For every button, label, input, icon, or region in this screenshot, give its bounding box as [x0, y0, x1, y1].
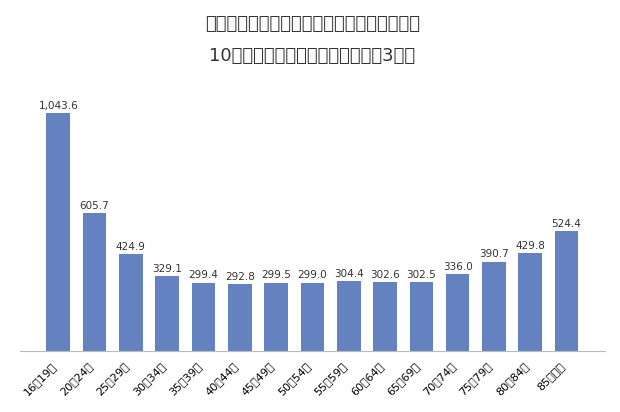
Text: 299.0: 299.0 — [298, 270, 327, 281]
Text: 336.0: 336.0 — [443, 262, 472, 272]
Text: 429.8: 429.8 — [515, 241, 545, 250]
Bar — [192, 283, 215, 351]
Bar — [482, 262, 506, 351]
Text: 390.7: 390.7 — [479, 250, 509, 260]
Text: 302.6: 302.6 — [370, 269, 400, 280]
Text: 524.4: 524.4 — [552, 219, 582, 229]
Bar — [156, 276, 179, 351]
Text: 292.8: 292.8 — [225, 272, 255, 282]
Text: 304.4: 304.4 — [334, 269, 363, 279]
Bar — [301, 283, 324, 351]
Bar — [337, 281, 360, 351]
Bar — [264, 283, 288, 351]
Text: 424.9: 424.9 — [116, 242, 146, 252]
Bar — [373, 282, 397, 351]
Bar — [446, 274, 469, 351]
Bar — [410, 282, 433, 351]
Text: 605.7: 605.7 — [79, 201, 109, 211]
Bar — [555, 231, 578, 351]
Bar — [228, 284, 252, 351]
Text: 302.5: 302.5 — [407, 269, 436, 280]
Bar — [82, 213, 106, 351]
Bar — [518, 253, 542, 351]
Text: 299.4: 299.4 — [188, 270, 218, 280]
Text: 1,043.6: 1,043.6 — [38, 101, 78, 111]
Text: 299.5: 299.5 — [261, 270, 291, 280]
Bar — [46, 113, 70, 351]
Bar — [119, 254, 143, 351]
Title: 原付以上運転者（第１当事者）の免許保有者
10万人当たり交通事故件数（令和3年）: 原付以上運転者（第１当事者）の免許保有者 10万人当たり交通事故件数（令和3年） — [205, 15, 420, 65]
Text: 329.1: 329.1 — [152, 264, 182, 274]
